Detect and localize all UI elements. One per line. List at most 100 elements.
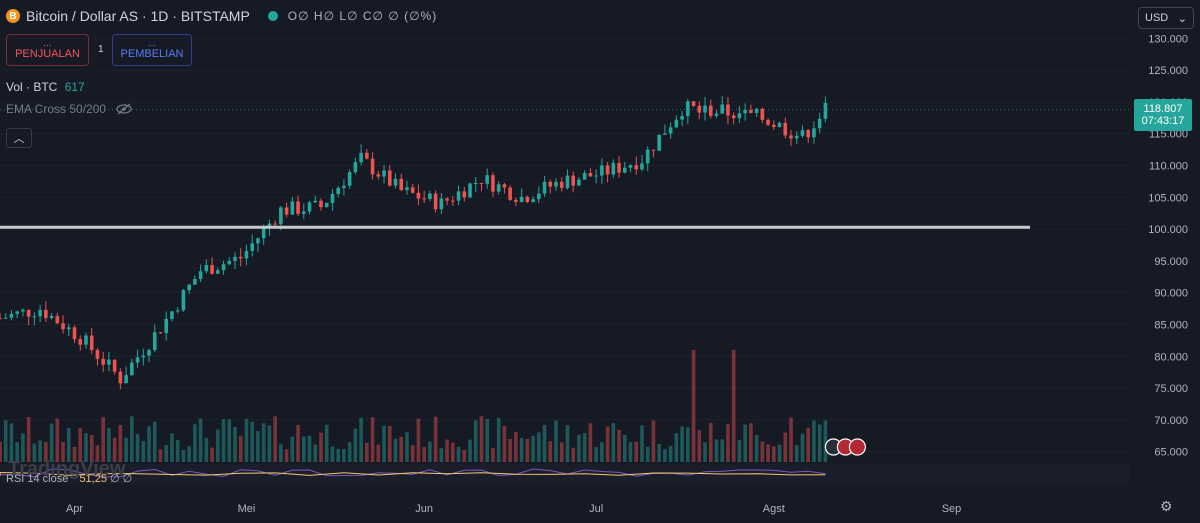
rsi-ma-line: [0, 471, 826, 476]
candle-body: [72, 327, 77, 340]
volume-bar: [324, 424, 329, 462]
candle-body: [107, 359, 111, 365]
candle-body: [588, 172, 593, 177]
candle-body: [307, 202, 312, 212]
candle-body: [571, 175, 575, 186]
volume-bar: [101, 417, 105, 462]
volume-bar: [307, 435, 312, 462]
candle-body: [714, 113, 719, 116]
tradingview-logo[interactable]: TradingView: [8, 458, 125, 481]
volume-bar: [703, 442, 707, 462]
last-price-label: 118.807 07:43:17: [1134, 99, 1192, 131]
time-tick-label: Mei: [238, 503, 256, 515]
volume-bar: [61, 441, 65, 462]
time-tick-label: Sep: [942, 503, 962, 515]
candle-body: [582, 172, 587, 180]
volume-bar: [170, 433, 174, 462]
candle-body: [193, 278, 197, 285]
candle-body: [749, 109, 753, 113]
volume-bar: [72, 446, 77, 462]
price-tick-label: 105.000: [1148, 192, 1188, 204]
candle-body: [393, 178, 398, 186]
rsi-extra: ∅ ∅: [110, 473, 133, 485]
volume-bar: [284, 449, 289, 462]
candle-body: [233, 256, 237, 261]
candle-body: [124, 375, 128, 384]
symbol-title[interactable]: Bitcoin / Dollar AS · 1D · BITSTAMP: [26, 8, 250, 24]
candle-body: [663, 133, 667, 135]
candle-body: [812, 128, 816, 138]
time-axis[interactable]: Apr Mei Jun Jul Agst Sep: [66, 503, 961, 515]
candle-body: [15, 311, 19, 314]
candle-body: [428, 193, 432, 200]
volume-bar: [794, 445, 799, 462]
candle-body: [152, 332, 157, 351]
candle-body: [531, 199, 535, 202]
gear-icon[interactable]: ⚙: [1160, 498, 1173, 514]
candle-body: [221, 264, 226, 271]
candle-body: [347, 172, 352, 186]
volume-bar: [634, 441, 639, 462]
event-markers[interactable]: [824, 438, 867, 456]
volume-bar: [261, 423, 266, 462]
volume-bar: [244, 418, 249, 462]
currency-value: USD: [1145, 12, 1169, 24]
rsi-legend[interactable]: RSI 14 close 51,25 ∅ ∅: [6, 472, 132, 485]
volume-bar: [330, 446, 335, 462]
volume-bar: [737, 439, 742, 462]
volume-bar: [181, 449, 186, 462]
volume-bar: [233, 426, 237, 462]
candle-body: [164, 318, 169, 334]
ema-legend[interactable]: EMA Cross 50/200: [6, 102, 132, 116]
volume-bar: [301, 436, 306, 462]
candle-body: [806, 130, 811, 138]
candle-body: [491, 175, 495, 192]
candle-body: [800, 130, 805, 136]
candle-body: [686, 101, 690, 117]
buy-button[interactable]: ... PEMBELIAN: [112, 34, 192, 66]
candle-body: [112, 359, 117, 372]
candle-body: [399, 178, 404, 191]
currency-select[interactable]: USD ⌄: [1138, 7, 1194, 29]
time-tick-label: Agst: [763, 503, 785, 515]
price-axis[interactable]: 130.000125.000120.000115.000110.000105.0…: [1148, 33, 1188, 458]
volume-bar: [663, 449, 667, 462]
price-tick-label: 110.000: [1149, 161, 1188, 173]
candle-body: [731, 115, 736, 119]
candle-body: [95, 350, 100, 359]
volume-bar: [21, 433, 25, 462]
candle-body: [204, 265, 209, 272]
volume-bar: [256, 431, 260, 462]
volume-bar: [686, 427, 690, 462]
volume-bar: [542, 424, 547, 462]
candle-body: [422, 198, 426, 200]
candle-body: [187, 284, 191, 291]
volume-bar: [32, 443, 37, 462]
volume-bar: [548, 441, 553, 462]
volume-bar: [502, 425, 507, 462]
candle-body: [622, 167, 627, 173]
volume-value: 617: [64, 80, 85, 94]
volume-legend[interactable]: Vol · BTC 617: [6, 80, 85, 94]
volume-bar: [433, 416, 438, 462]
candle-body: [668, 127, 673, 134]
candle-body: [754, 108, 759, 113]
volume-bar: [473, 420, 478, 462]
eye-hidden-icon[interactable]: [116, 103, 132, 115]
volume-bar: [164, 445, 169, 462]
collapse-legend-button[interactable]: ︿: [6, 128, 32, 148]
symbol-header[interactable]: B Bitcoin / Dollar AS · 1D · BITSTAMP O∅…: [6, 8, 437, 24]
candle-body: [789, 135, 793, 139]
candles: [0, 96, 828, 390]
volume-bar: [577, 434, 581, 462]
candle-body: [485, 175, 490, 184]
support-line[interactable]: [0, 109, 1130, 229]
candle-body: [468, 183, 472, 198]
candle-body: [519, 196, 524, 202]
sell-button[interactable]: ... PENJUALAN: [6, 34, 89, 66]
bar-countdown: 07:43:17: [1141, 115, 1185, 127]
volume-bar: [55, 418, 60, 462]
candle-body: [66, 327, 71, 330]
sell-price: ...: [43, 38, 52, 49]
